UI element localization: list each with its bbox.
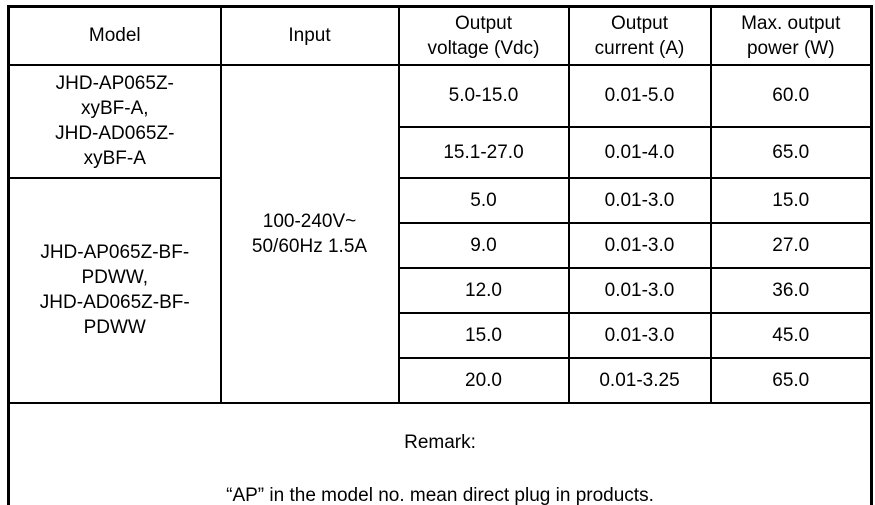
voltage-cell: 15.0: [397, 311, 570, 359]
remark-label: Remark:: [404, 431, 476, 453]
header-row: Model Input Output voltage (Vdc) Output …: [7, 5, 873, 66]
power-cell: 27.0: [709, 221, 873, 269]
power-cell: 65.0: [709, 125, 873, 179]
table-row: 20.0 0.01-3.25 65.0: [9, 356, 873, 404]
remark-line-ap: “AP” in the model no. mean direct plug i…: [226, 484, 654, 505]
power-cell: 36.0: [709, 266, 873, 314]
remark-cell: Remark: “AP” in the model no. mean direc…: [7, 401, 873, 505]
table-row: 12.0 0.01-3.0 36.0: [9, 266, 873, 314]
header-input: Input: [219, 5, 400, 66]
header-output-voltage: Output voltage (Vdc): [397, 5, 570, 66]
current-cell: 0.01-4.0: [567, 125, 712, 179]
header-output-current: Output current (A): [567, 5, 712, 66]
spec-table: Model Input Output voltage (Vdc) Output …: [7, 5, 873, 505]
model-group-1-cell: JHD-AP065Z- xyBF-A, JHD-AD065Z- xyBF-A: [7, 63, 222, 179]
input-cell: 100-240V~ 50/60Hz 1.5A: [219, 63, 400, 404]
current-cell: 0.01-3.0: [567, 221, 712, 269]
voltage-cell: 5.0: [397, 176, 570, 224]
current-cell: 0.01-3.25: [567, 356, 712, 404]
table-row: JHD-AP065Z-BF- PDWW, JHD-AD065Z-BF- PDWW…: [7, 176, 873, 404]
current-cell: 0.01-3.0: [567, 311, 712, 359]
power-cell: 45.0: [709, 311, 873, 359]
power-cell: 60.0: [709, 63, 873, 128]
voltage-cell: 5.0-15.0: [397, 63, 570, 128]
table-row: 15.1-27.0 0.01-4.0 65.0: [9, 125, 873, 179]
header-model: Model: [7, 5, 222, 66]
voltage-cell: 9.0: [397, 221, 570, 269]
current-cell: 0.01-5.0: [567, 63, 712, 128]
table-row: 15.0 0.01-3.0 45.0: [9, 311, 873, 359]
voltage-cell: 20.0: [397, 356, 570, 404]
remark-row: Remark: “AP” in the model no. mean direc…: [7, 401, 873, 505]
power-cell: 65.0: [709, 356, 873, 404]
voltage-cell: 15.1-27.0: [397, 125, 570, 179]
header-max-output-power: Max. output power (W): [709, 5, 873, 66]
voltage-cell: 12.0: [397, 266, 570, 314]
table-row: 9.0 0.01-3.0 27.0: [9, 221, 873, 269]
power-cell: 15.0: [709, 176, 873, 224]
current-cell: 0.01-3.0: [567, 266, 712, 314]
current-cell: 0.01-3.0: [567, 176, 712, 224]
table-row: JHD-AP065Z- xyBF-A, JHD-AD065Z- xyBF-A 1…: [7, 63, 873, 404]
model-group-2-cell: JHD-AP065Z-BF- PDWW, JHD-AD065Z-BF- PDWW: [7, 176, 222, 404]
